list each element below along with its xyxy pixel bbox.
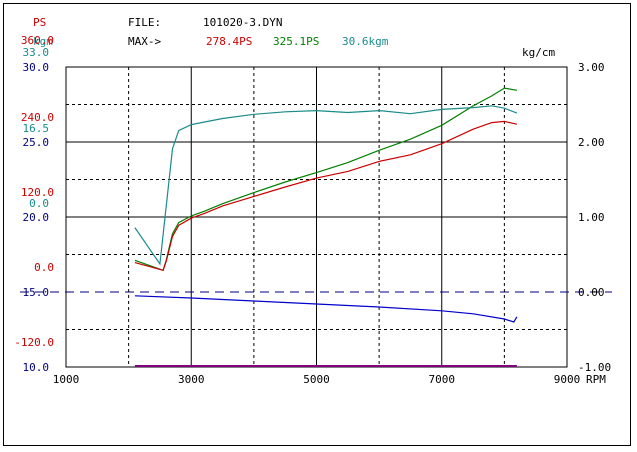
kgm-tick-label: 16.5 bbox=[23, 122, 50, 135]
axis-tick-label: 25.0 bbox=[23, 136, 50, 149]
axis-tick-label: 30.0 bbox=[23, 61, 50, 74]
tick-labels: 360.033.030.0240.016.525.0120.00.020.00.… bbox=[14, 34, 611, 386]
max-ps2-value: 325.1PS bbox=[273, 35, 319, 48]
x-axis-label: RPM bbox=[586, 373, 606, 386]
ps-tick-label: 360.0 bbox=[21, 34, 54, 47]
grid bbox=[20, 66, 612, 368]
ps-tick-label: 120.0 bbox=[21, 186, 54, 199]
max-label: MAX-> bbox=[128, 35, 161, 48]
x-tick-label: 3000 bbox=[178, 373, 205, 386]
series-lines bbox=[134, 87, 518, 323]
file-label: FILE: bbox=[128, 16, 161, 29]
boost-tick-label: 3.00 bbox=[578, 61, 605, 74]
boost-tick-label: 1.00 bbox=[578, 211, 605, 224]
kgm-unit-label: kgm bbox=[33, 35, 53, 48]
right-axis-unit: kg/cm bbox=[522, 46, 555, 59]
ps-tick-label: 0.0 bbox=[34, 261, 54, 274]
x-tick-label: 5000 bbox=[303, 373, 330, 386]
ps-unit-label: PS bbox=[33, 16, 46, 29]
axis-tick-label: 15.0 bbox=[23, 286, 50, 299]
series-line-ps bbox=[134, 120, 518, 272]
chart-frame bbox=[3, 3, 631, 446]
boost-tick-label: 2.00 bbox=[578, 136, 605, 149]
series-line-kgm bbox=[134, 105, 518, 266]
axis-tick-label: 20.0 bbox=[23, 211, 50, 224]
max-kgm-value: 30.6kgm bbox=[342, 35, 389, 48]
x-tick-label: 1000 bbox=[53, 373, 80, 386]
file-name: 101020-3.DYN bbox=[203, 16, 282, 29]
kgm-tick-label: 0.0 bbox=[29, 197, 49, 210]
kgm-tick-label: 33.0 bbox=[23, 46, 50, 59]
axis-tick-label: 10.0 bbox=[23, 361, 50, 374]
x-tick-label: 9000 bbox=[554, 373, 581, 386]
x-tick-label: 7000 bbox=[429, 373, 456, 386]
series-line-boost bbox=[134, 295, 518, 323]
boost-tick-label: -1.00 bbox=[578, 361, 611, 374]
max-ps-value: 278.4PS bbox=[206, 35, 252, 48]
ps-tick-label: -120.0 bbox=[14, 336, 54, 349]
ps-tick-label: 240.0 bbox=[21, 111, 54, 124]
series-line-ps2 bbox=[134, 87, 518, 272]
boost-tick-label: 0.00 bbox=[578, 286, 605, 299]
